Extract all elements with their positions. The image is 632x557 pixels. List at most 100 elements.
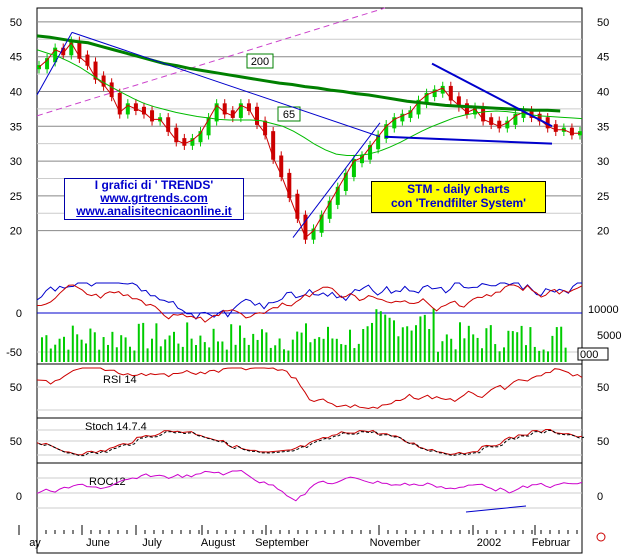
trendline-falling [71,31,381,138]
volume-bar [49,348,52,362]
price-candle [271,131,276,160]
volume-bar [129,346,131,362]
volume-bar [494,344,497,362]
price-candle [343,172,348,191]
price-candle [263,120,268,136]
price-candle [569,127,574,136]
volume-unit-box [577,347,609,361]
volume-bar [467,325,470,362]
volume-bar [234,344,237,362]
volume-bar [547,351,549,362]
volume-bar [296,331,299,362]
price-candle [481,106,486,122]
volume-bar [393,320,395,362]
volume-bar [498,351,501,362]
price-candle [513,113,518,125]
volume-bar [137,323,140,362]
volume-bar [269,347,272,362]
volume-bar [375,309,378,362]
roc-trendline [465,505,527,513]
volume-bar [159,346,162,362]
close-icon [596,532,606,542]
rsi-label: RSI 14 [103,374,137,386]
stm-title-box: STM - daily charts con 'Trendfilter Syst… [371,181,546,213]
ma65-line [36,49,583,157]
price-candle [400,113,405,122]
x-month-label: August [201,537,235,549]
price-candle [182,138,187,146]
volume-bar [313,338,316,362]
stm-title-line-1: STM - daily charts [407,182,510,196]
price-tick-left: 50 [10,17,22,29]
volume-bar [560,326,563,362]
price-candle [408,110,413,118]
price-candle [246,103,251,111]
volume-bar [120,335,123,362]
price-tick-right: 45 [597,52,609,64]
volume-bar [124,337,127,362]
volume-tick-right: 10000 [588,304,619,316]
price-candle [255,106,260,125]
volume-bar [291,339,294,362]
volume-bar [256,339,259,362]
rsi-tick-left: 50 [10,382,22,394]
ma65-label: 65 [283,109,295,121]
price-tick-left: 35 [10,121,22,133]
price-candle [319,214,324,233]
price-candle [109,82,114,98]
volume-bar [133,350,136,362]
info-box: I grafici di ' TRENDS' www.grtrends.com … [64,178,244,220]
volume-bar [423,314,426,362]
info-line-3[interactable]: www.analisitecnicaonline.it [76,204,232,218]
volume-bar [379,311,382,362]
stm-title-line-2: con 'Trendfilter System' [390,196,527,210]
volume-bar [538,350,541,362]
price-candle [392,117,397,129]
volume-tick-left: 0 [16,308,22,320]
volume-bar [80,339,83,362]
price-candle [448,85,453,101]
price-candle [303,214,308,240]
volume-bar [551,335,554,362]
volume-bar [318,337,321,362]
volume-bar [190,338,193,362]
volume-bar [164,339,167,362]
price-close-line [38,41,580,239]
volume-bar [401,327,404,362]
volume-bar [168,335,171,362]
volume-bar [58,338,61,362]
volume-bar [428,328,431,362]
volume-bar [533,346,536,362]
volume-bar [353,348,356,362]
price-candle [53,47,58,63]
price-candle [384,124,389,139]
volume-bar [476,337,479,362]
volume-bar [265,332,268,362]
price-candle [125,103,130,115]
volume-bar [221,341,224,362]
volume-osc-blue [36,282,582,320]
volume-bar [406,326,409,362]
price-candle [117,92,122,115]
price-candle [456,96,461,108]
price-candle [489,117,494,125]
price-candle [537,113,542,122]
volume-bar [111,331,114,362]
volume-bar [177,343,180,362]
volume-bar [102,337,105,362]
volume-bar [146,348,149,362]
price-candle [222,103,227,115]
volume-bar [63,336,65,362]
volume-bar [331,338,334,362]
volume-bar [357,343,360,362]
x-month-label: July [142,537,162,549]
volume-tick-left: -50 [6,347,22,359]
price-candle [440,85,445,94]
price-candle [166,117,171,132]
info-line-2[interactable]: www.grtrends.com [100,191,208,205]
price-tick-right: 25 [597,191,609,203]
volume-bar [542,349,545,362]
stoch-k-line [36,429,583,456]
